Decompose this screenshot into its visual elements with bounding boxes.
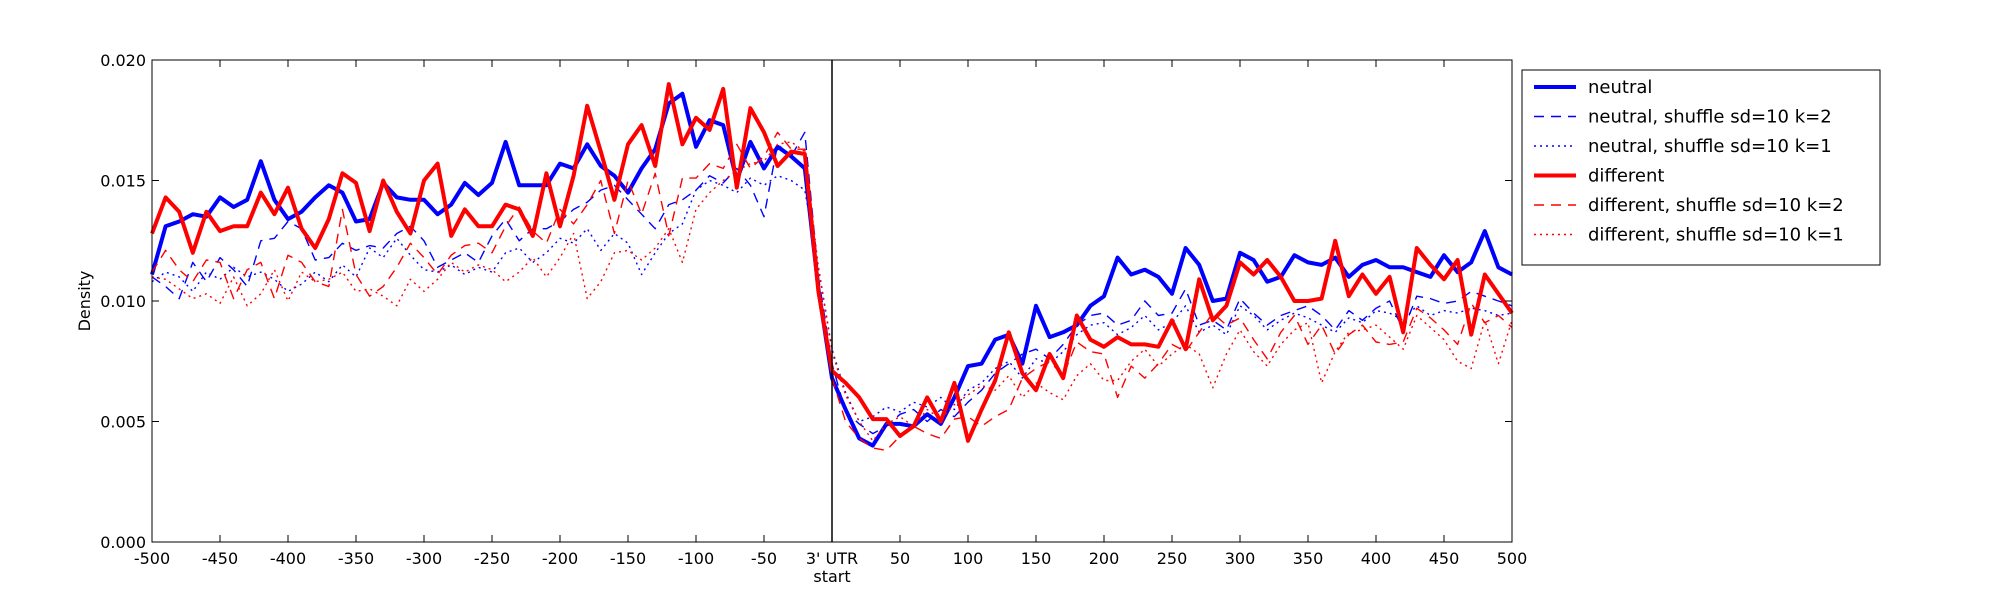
x-tick-label: 100 (953, 549, 984, 568)
y-axis-label: Density (75, 271, 94, 332)
x-tick-label: 300 (1225, 549, 1256, 568)
x-tick-label: 200 (1089, 549, 1120, 568)
legend-label: different (1588, 166, 1664, 187)
x-axis: -500 -450 -400 -350 -300 -250 -200 -150 -100 -50 3… (134, 60, 1527, 586)
y-tick-label: 0.000 (100, 533, 146, 552)
x-tick-label: 400 (1361, 549, 1392, 568)
x-tick-label: 50 (890, 549, 910, 568)
y-tick-label: 0.010 (100, 292, 146, 311)
x-tick-label: -250 (474, 549, 510, 568)
legend-label: neutral, shuffle sd=10 k=2 (1588, 107, 1832, 128)
y-tick-label: 0.020 (100, 51, 146, 70)
x-tick-label: -50 (751, 549, 777, 568)
legend-label: neutral, shuffle sd=10 k=1 (1588, 136, 1832, 157)
x-tick-label: -150 (610, 549, 646, 568)
x-tick-label: 450 (1429, 549, 1460, 568)
x-tick-label: 250 (1157, 549, 1188, 568)
x-tick-label: -300 (406, 549, 442, 568)
y-tick-label: 0.015 (100, 172, 146, 191)
x-tick-label: -500 (134, 549, 170, 568)
x-tick-label: 3' UTR (806, 549, 858, 568)
y-tick-label: 0.005 (100, 413, 146, 432)
legend-label: neutral (1588, 77, 1652, 98)
x-tick-label: -400 (270, 549, 306, 568)
legend: neutral neutral, shuffle sd=10 k=2 neutral… (1521, 69, 1881, 266)
legend-label: different, shuffle sd=10 k=1 (1588, 225, 1844, 246)
legend-label: different, shuffle sd=10 k=2 (1588, 195, 1844, 216)
x-tick-label-line2: start (813, 567, 850, 586)
x-tick-label: 150 (1021, 549, 1052, 568)
x-tick-label: -100 (678, 549, 714, 568)
x-tick-label: -350 (338, 549, 374, 568)
x-tick-label: -450 (202, 549, 238, 568)
x-tick-label: 350 (1293, 549, 1324, 568)
x-tick-label: 500 (1497, 549, 1528, 568)
x-tick-label: -200 (542, 549, 578, 568)
y-axis: 0.000 0.005 0.010 0.015 0.020 (100, 51, 1512, 552)
legend-box (1521, 69, 1881, 266)
